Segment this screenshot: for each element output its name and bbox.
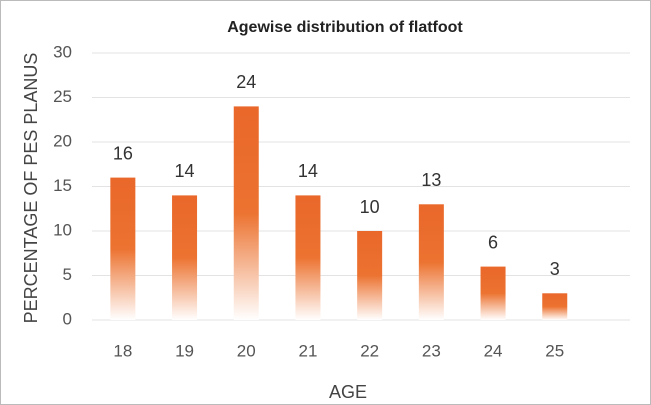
data-label: 14 <box>175 161 195 181</box>
x-tick-label: 20 <box>237 341 256 360</box>
y-tick-label: 5 <box>63 265 72 284</box>
y-axis-label: PERCENTAGE OF PES PLANUS <box>21 53 41 324</box>
data-label: 13 <box>421 170 441 190</box>
bar <box>172 195 198 320</box>
y-tick-label: 30 <box>53 42 72 61</box>
bar <box>110 177 136 320</box>
x-tick-label: 25 <box>545 341 564 360</box>
bar <box>542 293 568 320</box>
x-tick-label: 23 <box>422 341 441 360</box>
x-tick-label: 21 <box>298 341 317 360</box>
x-axis-label: AGE <box>329 382 367 402</box>
bar <box>418 204 444 320</box>
x-tick-label: 19 <box>175 341 194 360</box>
bar <box>357 231 383 320</box>
x-tick-label: 24 <box>484 341 503 360</box>
x-tick-label: 22 <box>360 341 379 360</box>
data-label: 6 <box>488 232 498 252</box>
data-label: 3 <box>550 259 560 279</box>
y-tick-label: 0 <box>63 309 72 328</box>
y-tick-label: 25 <box>53 87 72 106</box>
y-tick-label: 15 <box>53 176 72 195</box>
data-label: 24 <box>236 72 256 92</box>
bar <box>480 266 506 320</box>
x-tick-label: 18 <box>113 341 132 360</box>
data-label: 14 <box>298 161 318 181</box>
data-label: 10 <box>360 197 380 217</box>
bar <box>295 195 321 320</box>
bar <box>233 106 259 321</box>
data-label: 16 <box>113 143 133 163</box>
y-tick-label: 10 <box>53 220 72 239</box>
y-tick-label: 20 <box>53 131 72 150</box>
chart-title: Agewise distribution of flatfoot <box>227 19 463 36</box>
